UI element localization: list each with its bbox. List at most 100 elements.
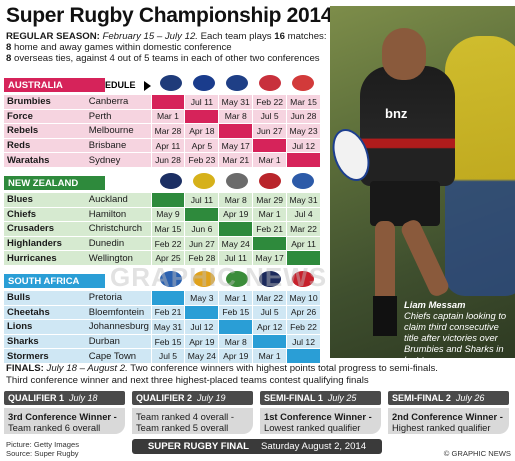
- fixture-date-cell: Jul 12: [287, 334, 320, 349]
- team-city: Hamilton: [85, 207, 151, 222]
- playoff-date: July 25: [327, 393, 357, 403]
- team-city: Bloemfontein: [85, 305, 151, 320]
- team-city: Durban: [85, 334, 151, 349]
- self-match-cell: [185, 207, 219, 222]
- fixture-date-cell: Feb 15: [151, 334, 185, 349]
- fixture-date-cell: May 10: [287, 291, 320, 305]
- finals-line2: Third conference winner and next three h…: [6, 374, 369, 386]
- fixture-date-cell: Mar 22: [287, 222, 320, 236]
- self-match-cell: [219, 222, 253, 236]
- table-row: Cheetahs Bloemfontein Feb 21 Feb 15 Jul 5 Apr…: [4, 305, 320, 321]
- fixture-date-cell: Feb 22: [287, 320, 320, 334]
- team-city: Pretoria: [85, 291, 151, 305]
- fixture-date-cell: Mar 8: [219, 334, 253, 349]
- self-match-cell: [151, 193, 185, 207]
- fixture-date-cell: Mar 1: [253, 207, 287, 222]
- playoff-box: QUALIFIER 2 July 19 Team ranked 4 overall …: [132, 391, 253, 434]
- logo-shape: [159, 271, 182, 287]
- self-match-cell: [287, 153, 320, 167]
- finals-label: FINALS:: [6, 363, 44, 374]
- table-row: Waratahs Sydney Jun 28 Feb 23 Mar 21 Mar 1: [4, 153, 320, 168]
- fixture-date-cell: May 31: [151, 320, 185, 334]
- fixture-date-cell: Mar 22: [253, 291, 287, 305]
- fixture-date-cell: Apr 11: [151, 138, 185, 153]
- fixture-date-cell: May 3: [185, 291, 219, 305]
- logo-shape: [291, 173, 314, 189]
- conference-name: NEW ZEALAND: [4, 176, 105, 190]
- fixture-date-cell: May 24: [219, 236, 253, 251]
- team-logo-icon: [286, 170, 319, 192]
- fixture-date-cell: Mar 15: [151, 222, 185, 236]
- self-match-cell: [151, 291, 185, 305]
- player-shorts: [370, 181, 440, 226]
- fixture-date-cell: Mar 21: [219, 153, 253, 167]
- fixture-date-cell: Apr 26: [287, 305, 320, 320]
- matchup-line1: 2nd Conference Winner -: [392, 411, 503, 422]
- matchup-line1: 1st Conference Winner -: [264, 411, 372, 422]
- player-jersey: [360, 66, 455, 186]
- team-name: Rebels: [4, 124, 86, 138]
- schedule-label: SCHEDULE: [86, 80, 136, 90]
- fixture-date-cell: Mar 29: [253, 193, 287, 207]
- fixture-date-cell: Apr 11: [287, 236, 320, 251]
- table-row: Blues Auckland Jul 11 Mar 8 Mar 29 May 31: [4, 193, 320, 208]
- fixture-date-cell: May 24: [185, 349, 219, 363]
- table-row: Rebels Melbourne Mar 28 Apr 18 Jun 27 May 23: [4, 124, 320, 139]
- logo-shape: [192, 271, 215, 287]
- player-name: Liam Messam: [404, 299, 466, 310]
- team-city: Wellington: [85, 251, 151, 265]
- team-name: Brumbies: [4, 95, 86, 109]
- final-date: Saturday August 2, 2014: [261, 441, 367, 452]
- team-logo-icon: [187, 72, 220, 94]
- logo-shape: [258, 271, 281, 287]
- fixture-date-cell: Jun 6: [185, 222, 219, 236]
- fixture-date-cell: Jul 12: [185, 320, 219, 334]
- team-logo-icon: [220, 72, 253, 94]
- playoff-title: SEMI-FINAL 2: [392, 393, 451, 403]
- team-logo-icon: [154, 170, 187, 192]
- conference-name: AUSTRALIA: [4, 78, 105, 92]
- team-city: Christchurch: [85, 222, 151, 236]
- match-count: 16: [274, 31, 285, 42]
- fixture-date-cell: Mar 15: [287, 95, 320, 109]
- logo-shape: [159, 75, 182, 91]
- fixture-date-cell: Apr 18: [185, 124, 219, 138]
- team-logo-icon: [154, 268, 187, 290]
- final-banner: SUPER RUGBY FINAL Saturday August 2, 201…: [132, 439, 382, 454]
- table-row: Highlanders Dunedin Feb 22 Jun 27 May 24 Apr …: [4, 236, 320, 252]
- team-city: Auckland: [85, 193, 151, 207]
- player-photo: bnz: [330, 6, 515, 358]
- team-logos: [154, 268, 320, 290]
- team-city: Johannesburg: [85, 320, 151, 334]
- fixture-date-cell: Jul 12: [287, 138, 320, 153]
- final-label: SUPER RUGBY FINAL: [147, 441, 250, 452]
- watermark: GRAPHIC NEWS: [110, 262, 328, 292]
- source-credit: Source: Super Rugby: [6, 449, 79, 458]
- conference-1: NEW ZEALAND Blues Auckland Jul 11 Mar 8 Mar 2…: [4, 173, 320, 266]
- playoff-header: QUALIFIER 1 July 18: [4, 391, 125, 405]
- fixture-date-cell: Mar 28: [151, 124, 185, 138]
- fixture-date-cell: Jul 5: [151, 349, 185, 363]
- fixture-date-cell: Jun 27: [185, 236, 219, 251]
- regular-season-label: REGULAR SEASON:: [6, 31, 100, 42]
- matchup-line2: Team ranked 6 overall: [8, 422, 101, 433]
- overseas-count: 8: [6, 53, 12, 64]
- player-description: Chiefs captain looking to claim third co…: [404, 310, 507, 365]
- conference-header: SOUTH AFRICA: [4, 274, 320, 288]
- fixture-date-cell: May 31: [219, 95, 253, 109]
- fixture-date-cell: Mar 1: [219, 291, 253, 305]
- self-match-cell: [253, 334, 287, 349]
- matchup-line2: Highest ranked qualifier: [392, 422, 491, 433]
- fixture-date-cell: May 31: [287, 193, 320, 207]
- matchup-line1: Team ranked 4 overall -: [136, 411, 234, 422]
- credits: Picture: Getty Images Source: Super Rugb…: [6, 440, 79, 458]
- self-match-cell: [287, 251, 320, 265]
- playoff-box: QUALIFIER 1 July 18 3rd Conference Winner …: [4, 391, 125, 434]
- playoff-box: SEMI-FINAL 2 July 26 2nd Conference Winner…: [388, 391, 509, 434]
- playoff-date: July 18: [69, 393, 98, 403]
- self-match-cell: [219, 320, 253, 334]
- conference-name: SOUTH AFRICA: [4, 274, 105, 288]
- logo-shape: [291, 75, 314, 91]
- fixture-date-cell: Jul 5: [253, 305, 287, 320]
- team-name: Waratahs: [4, 153, 86, 167]
